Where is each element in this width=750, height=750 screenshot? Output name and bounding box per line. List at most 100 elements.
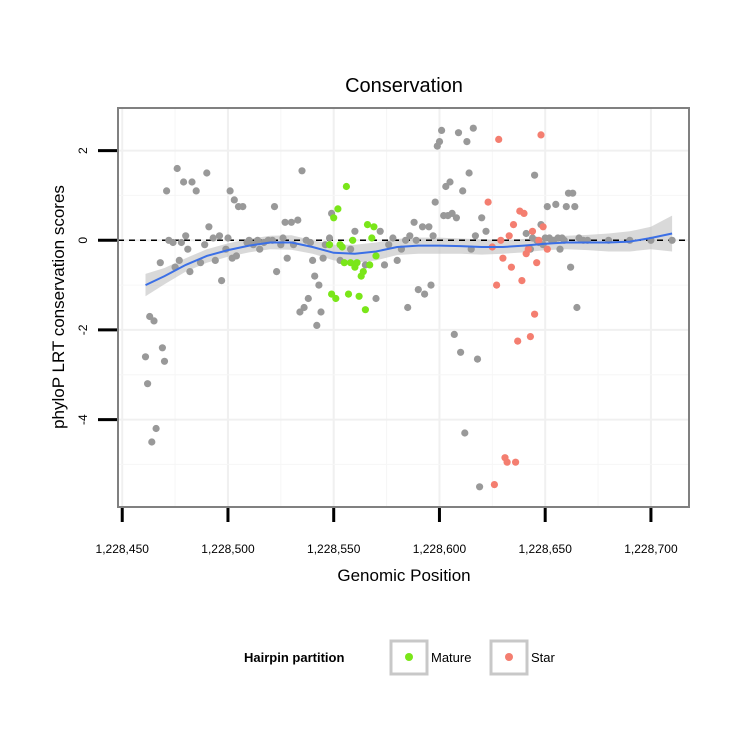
point-other xyxy=(156,259,164,267)
point-star xyxy=(535,236,543,244)
point-star xyxy=(490,481,498,489)
point-other xyxy=(668,236,676,244)
point-star xyxy=(528,227,537,235)
point-other xyxy=(414,286,422,294)
point-mature xyxy=(325,241,334,249)
point-other xyxy=(184,245,192,253)
legend: Hairpin partition Mature Star xyxy=(244,639,556,676)
smooth-line xyxy=(145,232,673,287)
point-star xyxy=(526,333,535,341)
point-other xyxy=(203,169,211,177)
point-star xyxy=(531,310,539,318)
point-other xyxy=(279,234,287,242)
point-other xyxy=(146,312,154,321)
points xyxy=(141,124,676,491)
point-other xyxy=(448,209,456,217)
point-other xyxy=(296,308,304,316)
point-other xyxy=(457,348,465,356)
point-other xyxy=(226,187,234,195)
point-other xyxy=(412,236,420,244)
point-other xyxy=(196,259,205,267)
point-other xyxy=(418,223,427,231)
point-other xyxy=(425,223,433,231)
point-other xyxy=(152,424,160,433)
point-other xyxy=(465,169,473,177)
point-other xyxy=(211,256,219,264)
point-other xyxy=(150,317,158,325)
point-star xyxy=(518,277,526,285)
point-other xyxy=(254,236,262,244)
point-other xyxy=(209,234,217,242)
point-star xyxy=(505,232,513,240)
point-other xyxy=(239,203,247,211)
y-tick-label: -4 xyxy=(76,414,90,425)
point-other xyxy=(201,241,209,249)
point-other xyxy=(452,214,460,222)
point-other xyxy=(567,263,575,271)
axes: 1,228,450 1,228,500 1,228,550 1,228,600 1,22… xyxy=(76,147,678,556)
x-tick-label: 1,228,450 xyxy=(96,542,150,556)
point-mature xyxy=(340,259,348,267)
point-mature xyxy=(349,236,357,244)
point-mature xyxy=(370,223,378,231)
point-other xyxy=(148,438,156,446)
point-star xyxy=(543,245,551,253)
point-other xyxy=(175,256,183,264)
point-other xyxy=(531,171,539,179)
point-star xyxy=(484,198,492,206)
point-other xyxy=(351,227,359,235)
point-other xyxy=(309,256,317,264)
point-other xyxy=(476,483,484,491)
point-star xyxy=(520,209,528,217)
point-other xyxy=(160,357,169,365)
point-star xyxy=(511,458,520,466)
point-other xyxy=(192,187,200,195)
confidence-ribbon xyxy=(145,215,673,297)
point-other xyxy=(406,232,414,240)
point-other xyxy=(215,232,224,240)
point-other xyxy=(232,252,240,260)
point-other xyxy=(389,234,397,242)
point-other xyxy=(169,238,177,247)
point-star xyxy=(507,263,515,271)
point-star xyxy=(539,223,547,231)
point-other xyxy=(469,124,477,132)
point-other xyxy=(473,355,482,363)
point-other xyxy=(442,182,450,191)
point-other xyxy=(543,203,551,211)
point-other xyxy=(404,303,412,312)
point-other xyxy=(270,203,279,211)
point-star xyxy=(514,337,522,345)
point-mature xyxy=(342,182,350,191)
point-other xyxy=(438,126,446,134)
point-other xyxy=(459,187,467,195)
point-other xyxy=(287,218,295,226)
point-other xyxy=(347,245,355,253)
x-tick-label: 1,228,700 xyxy=(624,542,678,556)
point-other xyxy=(435,138,444,146)
x-tick-label: 1,228,550 xyxy=(307,542,361,556)
point-other xyxy=(281,218,289,226)
point-star xyxy=(533,259,541,267)
point-other xyxy=(427,281,435,289)
point-other xyxy=(317,308,325,316)
plot-panel-border xyxy=(117,107,690,508)
legend-title: Hairpin partition xyxy=(244,650,344,665)
point-other xyxy=(306,238,314,247)
point-other xyxy=(188,178,196,186)
x-tick-label: 1,228,600 xyxy=(413,542,467,556)
point-other xyxy=(218,277,226,285)
point-other xyxy=(315,281,323,289)
point-other xyxy=(393,256,401,264)
point-other xyxy=(478,214,486,222)
x-tick-label: 1,228,650 xyxy=(518,542,572,556)
point-star xyxy=(497,236,505,244)
point-other xyxy=(144,380,152,388)
y-tick-label: 2 xyxy=(76,147,90,154)
point-star xyxy=(509,221,518,229)
point-other xyxy=(163,187,171,195)
point-star xyxy=(524,245,532,253)
point-other xyxy=(429,232,437,240)
point-star xyxy=(537,131,545,139)
x-tick-label: 1,228,500 xyxy=(201,542,255,556)
